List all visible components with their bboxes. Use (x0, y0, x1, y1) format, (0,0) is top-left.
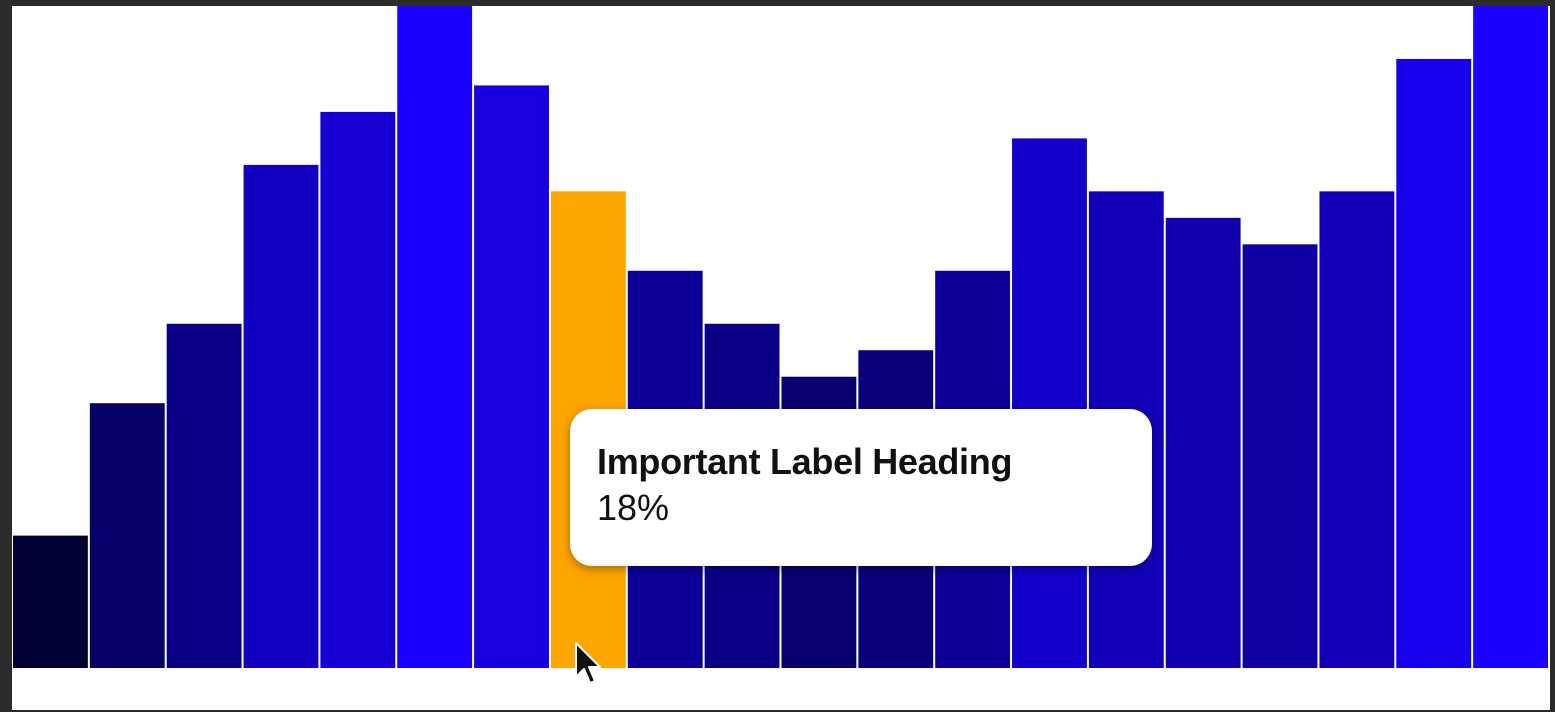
bar[interactable] (1396, 58, 1472, 668)
bar[interactable] (1319, 191, 1395, 669)
bar[interactable] (13, 535, 88, 668)
tooltip-heading: Important Label Heading (597, 441, 1013, 482)
bar[interactable] (1242, 244, 1318, 668)
chart-area: Important Label Heading 18% (12, 6, 1550, 710)
tooltip-value: 18% (597, 487, 670, 528)
bar[interactable] (320, 111, 396, 669)
bar[interactable] (474, 85, 549, 668)
bar[interactable] (243, 164, 319, 668)
bar[interactable] (1165, 217, 1241, 668)
bar[interactable] (89, 403, 165, 668)
bar[interactable] (166, 323, 242, 668)
bar[interactable] (1473, 6, 1548, 668)
bar[interactable] (397, 6, 473, 668)
arrow-pointer-icon (575, 642, 601, 684)
bar[interactable] (1012, 138, 1087, 668)
bar-chart (13, 6, 1548, 669)
tooltip: Important Label Heading 18% (570, 409, 1152, 566)
